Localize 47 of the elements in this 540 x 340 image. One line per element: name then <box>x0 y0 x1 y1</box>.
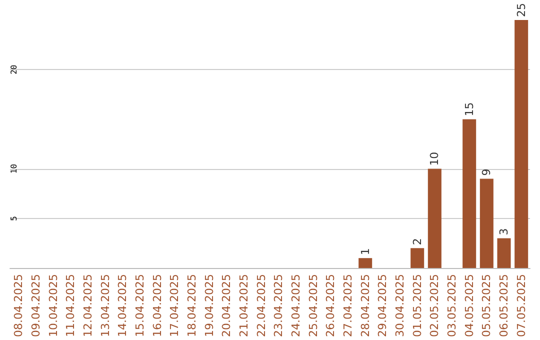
x-tick-label: 18.04.2025 <box>186 274 198 338</box>
x-tick-label: 29.04.2025 <box>376 274 390 338</box>
x-tick-label: 15.04.2025 <box>134 274 146 338</box>
x-tick-label: 09.04.2025 <box>30 274 42 338</box>
x-tick-label: 12.04.2025 <box>82 274 94 338</box>
x-tick-label: 08.04.2025 <box>12 274 26 338</box>
bar <box>462 119 476 268</box>
bar <box>480 178 494 268</box>
x-tick-label: 17.04.2025 <box>168 274 182 338</box>
x-tick-label: 13.04.2025 <box>98 274 112 338</box>
data-label: 15 <box>462 102 476 116</box>
x-tick-label: 07.05.2025 <box>514 274 528 338</box>
x-tick-label: 30.04.2025 <box>394 274 406 338</box>
data-label: 1 <box>358 248 372 256</box>
x-tick-label: 27.04.2025 <box>342 274 354 338</box>
data-label: 2 <box>410 238 424 246</box>
x-tick-label: 14.04.2025 <box>116 274 130 338</box>
x-tick-label: 01.05.2025 <box>410 274 424 338</box>
bar <box>410 248 424 268</box>
x-tick-label: 11.04.2025 <box>64 274 78 338</box>
x-tick-label: 04.05.2025 <box>462 274 476 338</box>
data-label: 25 <box>514 3 528 17</box>
x-tick-label: 03.05.2025 <box>446 274 458 338</box>
x-tick-label: 28.04.2025 <box>358 274 372 338</box>
x-tick-label: 06.05.2025 <box>498 274 510 338</box>
x-tick-label: 02.05.2025 <box>428 274 442 338</box>
bar <box>428 168 442 268</box>
x-tick-label: 26.04.2025 <box>324 274 338 338</box>
bar <box>497 238 511 268</box>
bar <box>358 258 372 268</box>
y-tick-label: 20 <box>10 64 18 74</box>
data-label: 3 <box>498 228 510 236</box>
x-tick-label: 19.04.2025 <box>202 274 216 338</box>
x-tick-label: 20.04.2025 <box>220 274 234 338</box>
x-tick-label: 10.04.2025 <box>46 274 60 338</box>
x-tick-label: 25.04.2025 <box>306 274 320 338</box>
data-label: 10 <box>428 152 442 166</box>
y-tick-label: 5 <box>10 216 18 221</box>
x-tick-label: 23.04.2025 <box>272 274 286 338</box>
x-tick-label: 22.04.2025 <box>254 274 268 338</box>
y-tick-label: 10 <box>10 164 18 174</box>
bar <box>514 20 528 268</box>
x-tick-label: 21.04.2025 <box>238 274 250 338</box>
data-label: 9 <box>480 168 494 176</box>
x-tick-label: 05.05.2025 <box>480 274 494 338</box>
x-tick-label: 24.04.2025 <box>290 274 302 338</box>
x-tick-label: 16.04.2025 <box>150 274 164 338</box>
